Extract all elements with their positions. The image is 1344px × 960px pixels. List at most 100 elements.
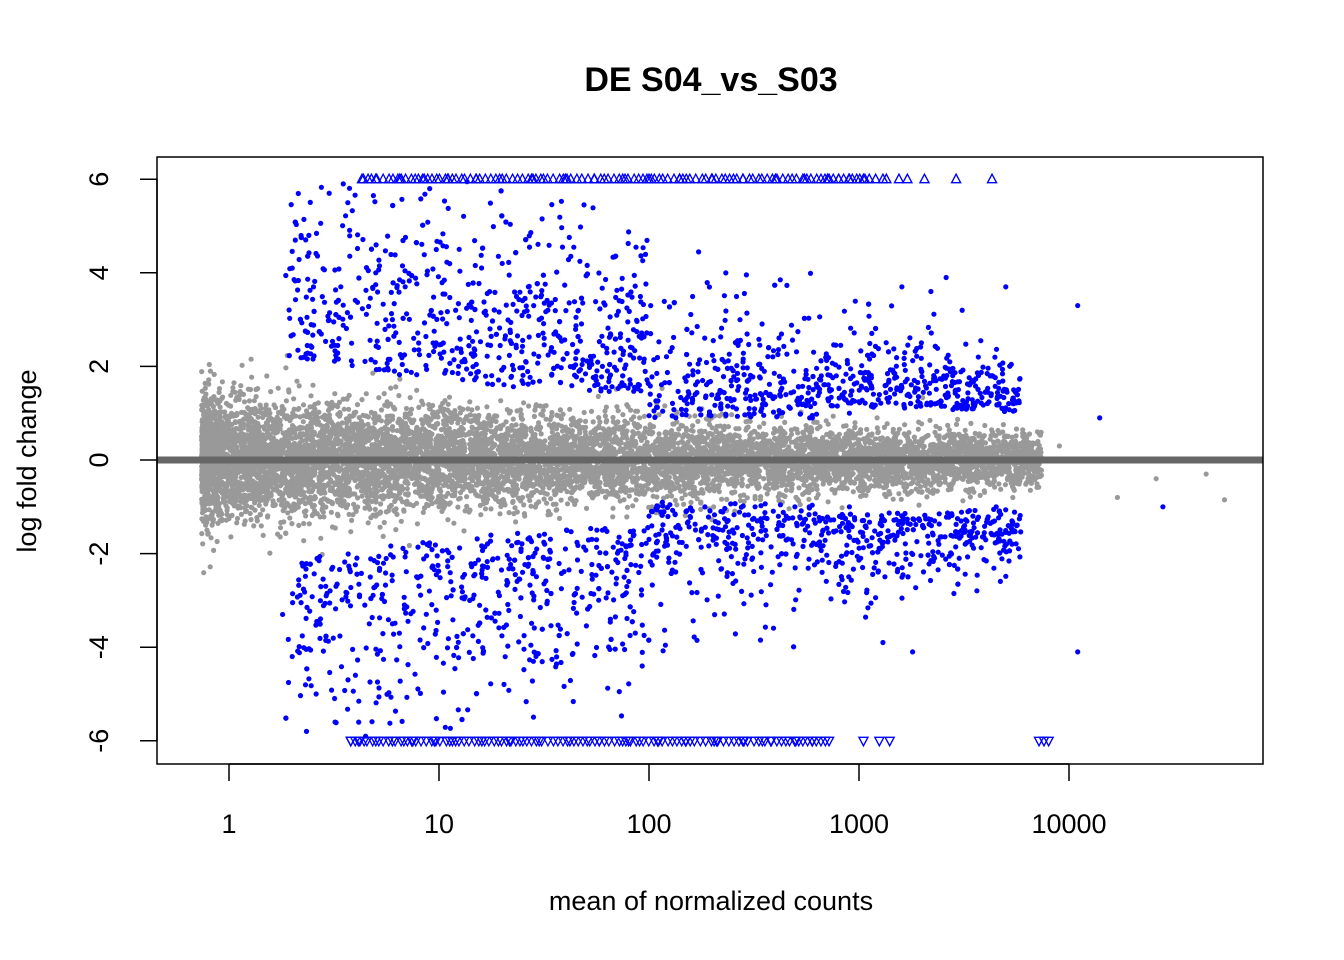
- cloud-point: [783, 487, 790, 493]
- cloud-point: [416, 404, 422, 410]
- cloud-point: [737, 498, 744, 504]
- cloud-point: [995, 438, 1001, 445]
- cloud-point: [497, 511, 503, 517]
- cloud-point: [205, 530, 211, 536]
- cloud-point: [291, 396, 297, 402]
- cloud-point: [276, 497, 282, 503]
- cloud-point: [208, 535, 214, 541]
- cloud-point: [541, 496, 547, 502]
- cloud-point: [446, 394, 453, 400]
- cloud-point: [843, 423, 849, 429]
- cloud-point: [283, 530, 289, 536]
- cloud-point: [602, 494, 609, 500]
- cloud-point: [884, 421, 890, 427]
- cloud-point: [461, 528, 467, 534]
- cloud-point: [513, 519, 519, 525]
- cloud-point: [992, 484, 998, 490]
- cloud-point: [349, 517, 355, 524]
- cloud-point: [955, 416, 961, 422]
- cloud-point: [690, 428, 696, 434]
- cloud-point: [234, 515, 241, 522]
- cloud-point: [602, 408, 608, 414]
- cloud-point: [522, 513, 528, 519]
- cloud-point: [486, 472, 492, 479]
- cloud-point: [634, 408, 641, 414]
- cloud-point: [246, 398, 252, 404]
- cloud-point: [688, 499, 694, 505]
- cloud-point: [239, 362, 245, 368]
- cloud-point: [211, 547, 217, 554]
- cloud-point: [420, 509, 426, 515]
- cloud-point: [729, 412, 735, 418]
- cloud-point: [766, 481, 772, 487]
- cloud-point: [241, 399, 248, 405]
- cloud-point: [998, 486, 1004, 492]
- cloud-point: [389, 424, 396, 430]
- cloud-point: [202, 385, 208, 391]
- cloud-point: [251, 398, 257, 404]
- cloud-point: [528, 503, 534, 509]
- cloud-point: [498, 398, 504, 404]
- cloud-point: [782, 419, 788, 425]
- cloud-point: [602, 413, 609, 419]
- cloud-point: [327, 486, 333, 493]
- cloud-point: [372, 506, 378, 512]
- cloud-point: [201, 570, 207, 576]
- cloud-point: [275, 385, 281, 391]
- cloud-point: [927, 417, 933, 423]
- cloud-point: [214, 538, 220, 545]
- cloud-point: [497, 423, 503, 429]
- cloud-point: [548, 496, 554, 502]
- cloud-point: [348, 529, 354, 535]
- cloud-point: [420, 421, 426, 427]
- cloud-point: [568, 422, 575, 428]
- cloud-point: [641, 413, 647, 419]
- cloud-point: [532, 504, 539, 510]
- cloud-point: [721, 425, 727, 432]
- cloud-point: [786, 435, 793, 441]
- cloud-point: [467, 399, 473, 405]
- cloud-point: [576, 418, 582, 424]
- cloud-point: [915, 426, 921, 432]
- cloud-point: [264, 373, 270, 379]
- cloud-point: [823, 418, 829, 424]
- cloud-point: [308, 393, 314, 399]
- cloud-point: [378, 418, 384, 424]
- cloud-point: [381, 391, 387, 397]
- cloud-point: [597, 419, 603, 425]
- cloud-point: [474, 405, 480, 411]
- cloud-point: [553, 501, 559, 507]
- cloud-point: [590, 419, 596, 425]
- cloud-point: [234, 520, 240, 526]
- cloud-point: [825, 499, 831, 505]
- cloud-point: [596, 415, 602, 421]
- cloud-point: [596, 423, 602, 429]
- cloud-point: [953, 421, 960, 427]
- cloud-point: [482, 506, 489, 512]
- cloud-point: [455, 420, 461, 426]
- cloud-point: [207, 564, 213, 570]
- cloud-point: [393, 527, 399, 533]
- cloud-point: [404, 486, 410, 492]
- cloud-point: [630, 429, 636, 435]
- cloud-point: [583, 505, 590, 511]
- cloud-point: [381, 519, 387, 526]
- cloud-point: [1002, 482, 1009, 488]
- cloud-point: [977, 492, 983, 498]
- cloud-point: [318, 535, 324, 541]
- cloud-point: [806, 496, 812, 502]
- cloud-point: [962, 427, 968, 433]
- cloud-point: [626, 493, 632, 499]
- cloud-point: [972, 430, 978, 436]
- cloud-point: [1023, 481, 1029, 487]
- cloud-point: [1027, 487, 1033, 493]
- cloud-point: [520, 423, 526, 429]
- cloud-point: [898, 496, 904, 502]
- cloud-point: [229, 512, 235, 519]
- cloud-point: [277, 525, 284, 531]
- cloud-point: [621, 497, 627, 503]
- cloud-point: [796, 485, 802, 491]
- cloud-point: [212, 408, 218, 414]
- cloud-point: [258, 405, 264, 411]
- cloud-point: [267, 550, 273, 556]
